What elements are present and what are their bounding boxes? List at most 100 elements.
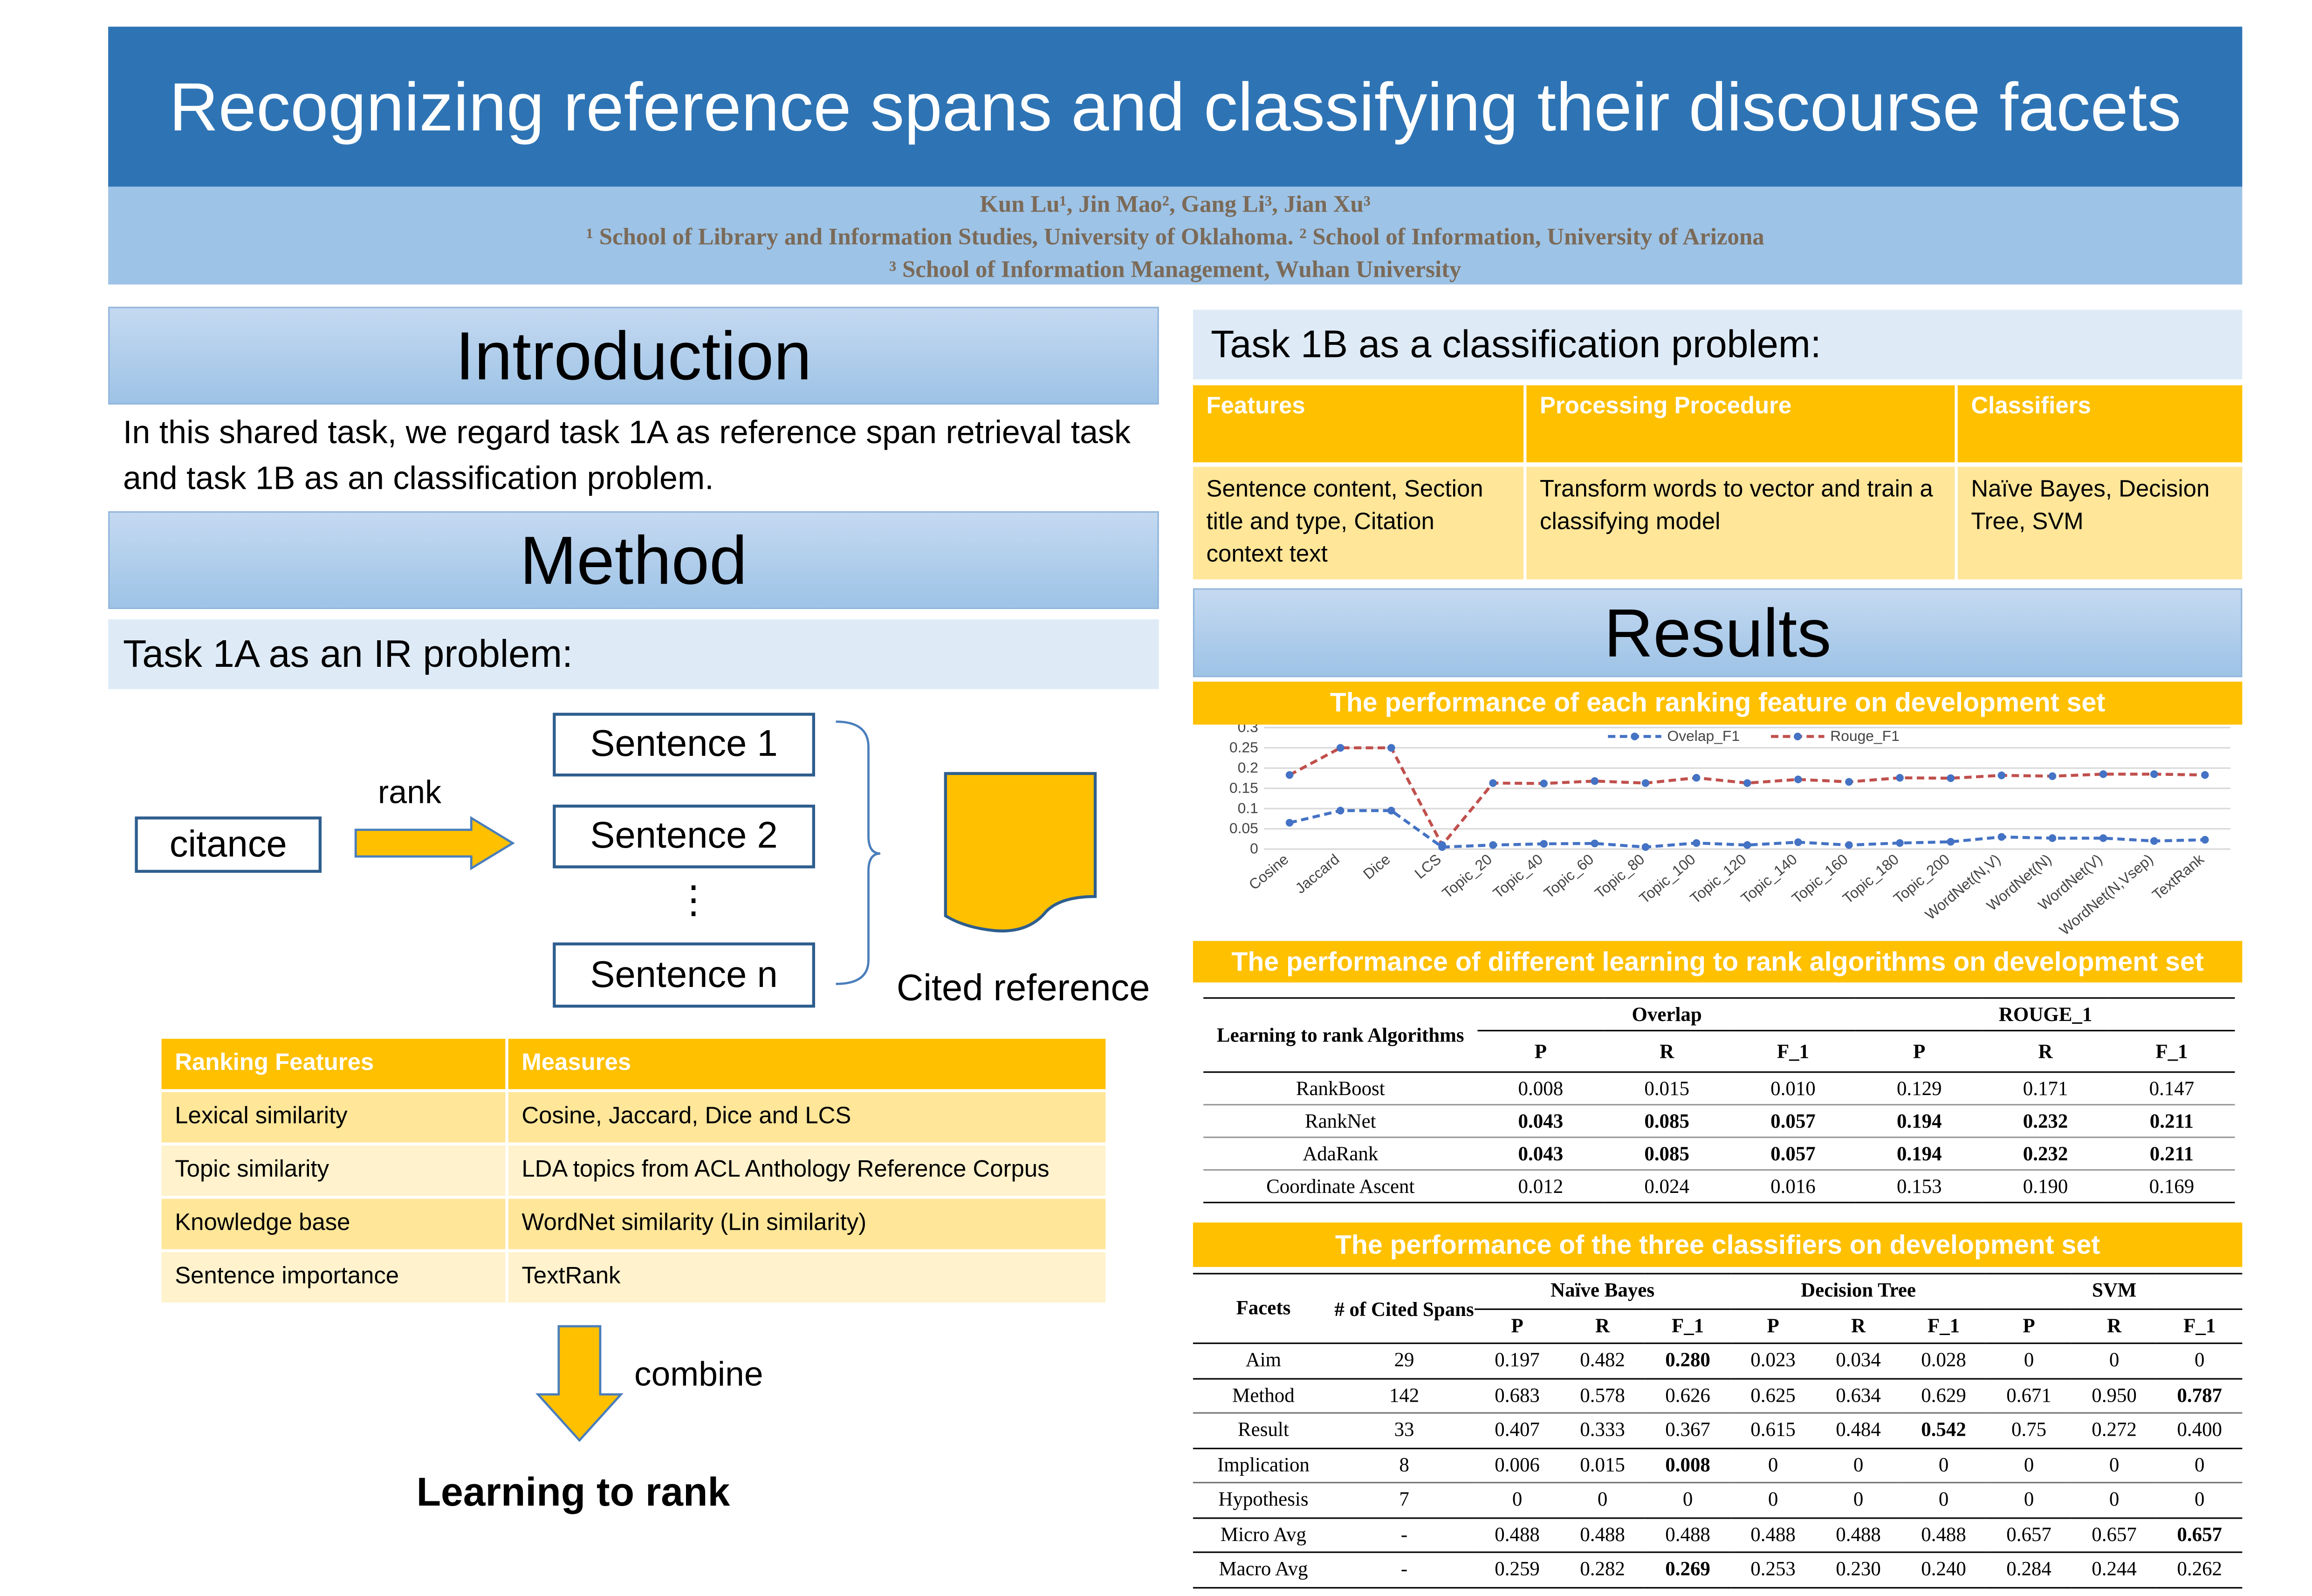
table-row: AdaRank 0.043 0.085 0.057 0.194 0.232 0.211 (1203, 1137, 2235, 1170)
facet-name: Macro Avg (1219, 1557, 1308, 1580)
data-point (1489, 841, 1497, 849)
y-tick-label: 0.15 (1229, 779, 1258, 796)
metric-cell: 0.023 (1750, 1349, 1796, 1371)
data-point (2201, 771, 2209, 779)
data-point (1285, 771, 1294, 779)
header-cited-spans: # of Cited Spans (1334, 1297, 1474, 1320)
column-header: F_1 (1927, 1314, 1960, 1336)
task1b-table: Features Processing Procedure Classifiers … (1193, 385, 2243, 580)
header-processing: Processing Procedure (1525, 385, 1958, 464)
metric-cell: 0.259 (1495, 1557, 1540, 1580)
column-header: F_1 (1777, 1039, 1810, 1062)
facet-name: Micro Avg (1220, 1523, 1306, 1545)
table-row: RankNet 0.043 0.085 0.057 0.194 0.232 0.211 (1203, 1105, 2235, 1137)
x-tick-label: Topic_160 (1789, 850, 1851, 907)
column-header: P (2023, 1314, 2035, 1336)
metric-cell: 0.194 (1896, 1142, 1942, 1164)
metric-cell: 0.578 (1580, 1384, 1625, 1406)
cited-spans-count: 29 (1394, 1349, 1414, 1371)
metric-cell: 0.057 (1770, 1142, 1816, 1164)
y-tick-label: 0.2 (1238, 759, 1258, 776)
metric-cell: 0.367 (1665, 1418, 1710, 1441)
metric-cell: 0.253 (1750, 1557, 1796, 1580)
measure-cell: LDA topics from ACL Anthology Reference … (507, 1144, 1106, 1199)
ltr-algorithms-table: Learning to rank Algorithms Overlap ROUGE_… (1203, 997, 2235, 1203)
column-header: P (1913, 1039, 1926, 1062)
column-header: R (1660, 1039, 1674, 1062)
data-point (1743, 779, 1751, 787)
header-algorithms: Learning to rank Algorithms (1216, 1023, 1464, 1046)
task1a-heading: Task 1A as an IR problem: (108, 619, 1159, 689)
metric-cell: 0.629 (1921, 1384, 1966, 1406)
x-tick-label: TextRank (2149, 850, 2207, 903)
header-features: Features (1193, 385, 1527, 464)
metric-cell: 0 (2024, 1349, 2034, 1371)
authors-band: Kun Lu¹, Jin Mao², Gang Li³, Jian Xu³ ¹ … (108, 186, 2243, 285)
cited-spans-count: 8 (1399, 1453, 1409, 1476)
metric-cell: 0 (2194, 1453, 2205, 1476)
column-header: R (2038, 1039, 2053, 1062)
table-row: Aim 29 0.197 0.482 0.280 0.023 0.034 0.028 0 0 0 (1193, 1343, 2243, 1378)
metric-cell: 0.488 (1750, 1523, 1796, 1545)
y-tick-label: 0.3 (1238, 725, 1258, 735)
metric-cell: 0.488 (1495, 1523, 1540, 1545)
data-point (1947, 774, 1955, 782)
metric-cell: 0.671 (2006, 1384, 2051, 1406)
metric-cell: 0.272 (2092, 1418, 2137, 1441)
sentence-n-box: Sentence n (553, 942, 815, 1008)
x-tick-label: Topic_120 (1687, 850, 1749, 907)
metric-cell: 0 (2109, 1453, 2120, 1476)
column-header: P (1511, 1314, 1523, 1336)
metric-cell: 0.211 (2149, 1142, 2194, 1164)
metric-cell: 0.950 (2092, 1384, 2137, 1406)
metric-cell: 0.657 (2006, 1523, 2051, 1545)
metric-cell: 0.333 (1580, 1418, 1625, 1441)
facet-name: Aim (1245, 1349, 1282, 1371)
data-point (1794, 838, 1802, 846)
metric-cell: 0.657 (2092, 1523, 2137, 1545)
metric-cell: 0.024 (1644, 1174, 1689, 1197)
data-point (1845, 841, 1853, 849)
introduction-heading: Introduction (108, 307, 1159, 405)
data-point (1947, 838, 1955, 846)
metric-cell: 0.129 (1896, 1076, 1942, 1099)
citance-box: citance (135, 816, 322, 873)
table-row: Knowledge base WordNet similarity (Lin si… (161, 1197, 1106, 1253)
rank-label: rank (377, 773, 441, 811)
x-tick-label: Cosine (1246, 850, 1292, 893)
metric-cell: 0.057 (1770, 1109, 1816, 1131)
feature-cell: Topic similarity (161, 1144, 508, 1199)
metric-cell: 0.488 (1580, 1523, 1625, 1545)
features-cell: Sentence content, Section title and type… (1193, 464, 1527, 580)
legend-label: Ovelap_F1 (1667, 727, 1740, 744)
facet-name: Implication (1217, 1453, 1310, 1476)
table-row: Lexical similarity Cosine, Jaccard, Dice … (161, 1090, 1106, 1146)
metric-cell: 0.211 (2149, 1109, 2194, 1131)
metric-cell: 0.615 (1750, 1418, 1796, 1441)
measure-cell: WordNet similarity (Lin similarity) (507, 1197, 1106, 1253)
header-ranking-features: Ranking Features (161, 1039, 508, 1092)
table3-title-bar: The performance of the three classifiers… (1193, 1222, 2243, 1267)
data-point (2150, 770, 2158, 778)
metric-cell: 0 (1938, 1488, 1949, 1511)
ranking-feature-line-chart: 0 0.05 0.1 0.15 0.2 0.25 0.3 Cosine Jaccard Dice L… (1229, 725, 2230, 938)
legend-marker (1631, 733, 1639, 740)
metric-cell: 0.085 (1644, 1142, 1689, 1164)
table-row: Method 142 0.683 0.578 0.626 0.625 0.634 0.629 0… (1193, 1378, 2243, 1413)
metric-cell: 0.400 (2177, 1418, 2223, 1441)
facet-name: Hypothesis (1218, 1488, 1309, 1511)
metric-cell: 0.240 (1921, 1557, 1966, 1580)
column-header: P (1767, 1314, 1779, 1336)
data-point (1997, 833, 2006, 841)
metric-cell: 0 (2109, 1488, 2120, 1511)
data-point (2201, 836, 2209, 844)
measure-cell: TextRank (507, 1250, 1106, 1306)
learning-to-rank-label: Learning to rank (416, 1470, 730, 1514)
group-decision-tree: Decision Tree (1730, 1274, 1987, 1309)
data-point (1641, 779, 1650, 787)
metric-cell: 0 (1768, 1488, 1778, 1511)
metric-cell: 0.010 (1770, 1076, 1816, 1099)
legend-label: Rouge_F1 (1830, 727, 1900, 744)
metric-cell: 0.169 (2149, 1174, 2195, 1197)
